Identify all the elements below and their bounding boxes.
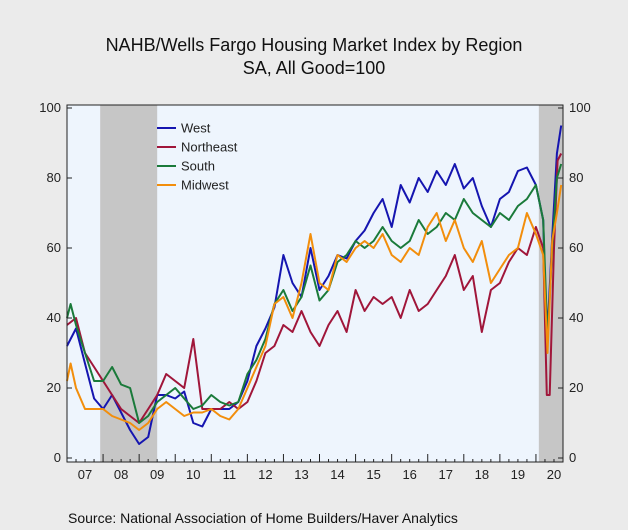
chart-title: NAHB/Wells Fargo Housing Market Index by… xyxy=(106,35,523,55)
series-line-midwest xyxy=(66,184,563,431)
plot-border xyxy=(66,104,564,463)
x-tick-label: 17 xyxy=(439,467,453,482)
y-tick-label-left: 20 xyxy=(47,380,61,395)
x-tick-label: 18 xyxy=(475,467,489,482)
recession-shading xyxy=(100,105,563,462)
y-tick-label-right: 40 xyxy=(569,310,583,325)
x-tick-label: 09 xyxy=(150,467,164,482)
x-tick-label: 20 xyxy=(547,467,561,482)
y-tick-label-right: 0 xyxy=(569,450,576,465)
series-line-south xyxy=(66,163,563,424)
axes: 0 0 20 20 40 40 60 60 80 80 100 100 07 08 09 10 11 12 13 14… xyxy=(39,100,590,482)
x-tick-label: 15 xyxy=(366,467,380,482)
x-tick-label: 12 xyxy=(258,467,272,482)
y-tick-label-left: 60 xyxy=(47,240,61,255)
legend-label-northeast: Northeast xyxy=(181,140,238,155)
legend-label-west: West xyxy=(181,121,211,136)
x-tick-label: 08 xyxy=(114,467,128,482)
x-tick-label: 07 xyxy=(78,467,92,482)
x-tick-label: 11 xyxy=(223,467,237,482)
legend: West Northeast South Midwest xyxy=(157,121,238,193)
y-tick-label-right: 100 xyxy=(569,100,591,115)
series-line-northeast xyxy=(66,153,563,424)
x-tick-label: 13 xyxy=(294,467,308,482)
x-tick-label: 16 xyxy=(402,467,416,482)
chart-subtitle: SA, All Good=100 xyxy=(243,58,386,78)
y-tick-label-left: 80 xyxy=(47,170,61,185)
legend-label-south: South xyxy=(181,159,215,174)
legend-label-midwest: Midwest xyxy=(181,178,229,193)
y-tick-label-right: 80 xyxy=(569,170,583,185)
y-tick-label-left: 0 xyxy=(54,450,61,465)
y-tick-label-right: 60 xyxy=(569,240,583,255)
x-tick-label: 19 xyxy=(511,467,525,482)
series-lines xyxy=(66,125,563,445)
x-tick-label: 10 xyxy=(186,467,200,482)
x-tick-label: 14 xyxy=(330,467,344,482)
y-tick-label-right: 20 xyxy=(569,380,583,395)
y-tick-label-left: 100 xyxy=(39,100,61,115)
source-note: Source: National Association of Home Bui… xyxy=(68,510,458,526)
y-tick-label-left: 40 xyxy=(47,310,61,325)
recession-band-1 xyxy=(100,105,158,462)
